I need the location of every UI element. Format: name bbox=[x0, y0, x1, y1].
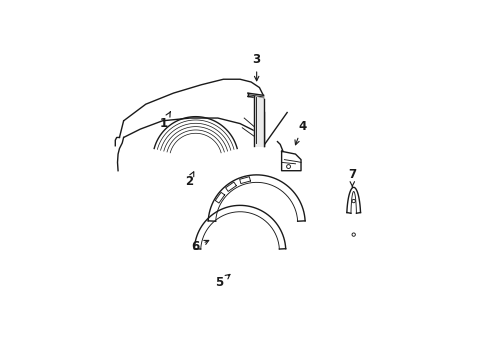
Text: 1: 1 bbox=[160, 112, 171, 130]
Text: 2: 2 bbox=[185, 172, 194, 188]
Text: 4: 4 bbox=[295, 120, 307, 145]
Text: 6: 6 bbox=[192, 240, 209, 253]
Text: 7: 7 bbox=[348, 168, 356, 187]
Text: 3: 3 bbox=[253, 53, 261, 81]
Text: 5: 5 bbox=[215, 274, 230, 289]
